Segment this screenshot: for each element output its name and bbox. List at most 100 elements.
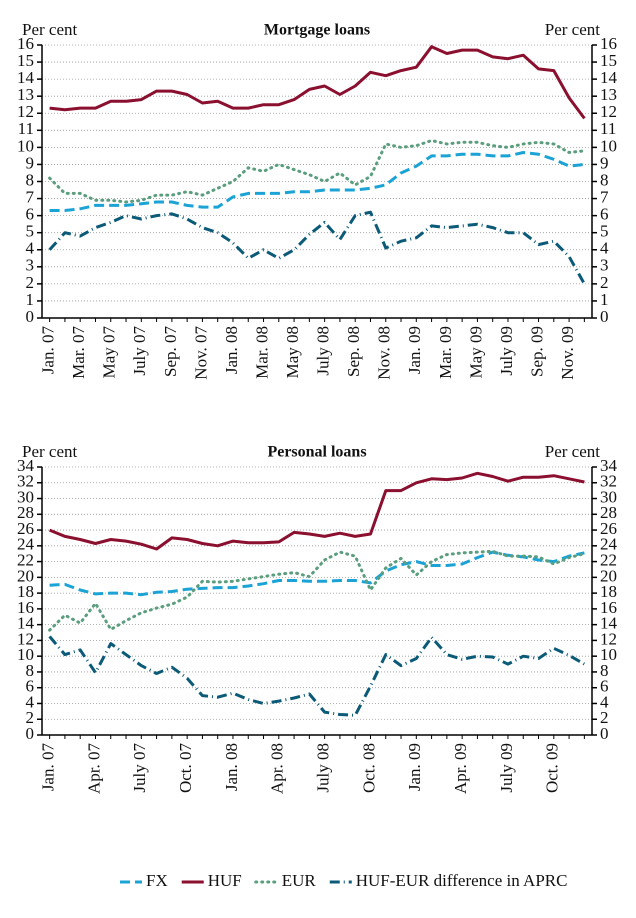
y-tick-label: 10 (17, 645, 34, 664)
y2-axis-label: Per cent (545, 442, 601, 461)
y2-axis-label: Per cent (545, 20, 601, 39)
x-tick-label: Oct. 07 (176, 743, 195, 794)
y2-tick-label: 12 (600, 629, 617, 648)
y2-tick-label: 13 (600, 85, 617, 104)
x-tick-label: July 08 (314, 326, 333, 376)
line-series (49, 550, 585, 597)
y-tick-label: 6 (26, 205, 35, 224)
x-tick-label: Nov. 08 (375, 326, 394, 380)
y-tick-label: 22 (17, 550, 34, 569)
x-tick-label: Sep. 07 (161, 326, 180, 378)
x-tick-label: May 07 (100, 326, 119, 379)
y2-tick-label: 1 (600, 290, 609, 309)
y-tick-label: 28 (17, 503, 34, 522)
y2-tick-label: 2 (600, 708, 609, 727)
y-tick-label: 14 (17, 614, 35, 633)
x-tick-label: Jan. 09 (405, 743, 424, 791)
x-tick-label: Jan. 09 (405, 326, 424, 374)
legend-label: HUF (208, 871, 242, 890)
y-tick-label: 30 (17, 487, 34, 506)
line-series (49, 45, 586, 120)
y-tick-label: 15 (17, 51, 34, 70)
y-axis-label: Per cent (22, 442, 78, 461)
y-tick-label: 14 (17, 68, 35, 87)
x-tick-label: Oct. 09 (543, 743, 562, 793)
y-tick-label: 1 (26, 290, 35, 309)
x-tick-label: Oct. 08 (359, 743, 378, 793)
y2-tick-label: 0 (600, 724, 609, 743)
y2-tick-label: 5 (600, 222, 609, 241)
y-tick-label: 24 (17, 535, 35, 554)
y-axis-label: Per cent (22, 20, 78, 39)
y2-tick-label: 18 (600, 582, 617, 601)
line-series (48, 139, 586, 204)
x-tick-label: Mar. 07 (69, 326, 88, 379)
x-tick-label: Jan. 07 (39, 743, 58, 792)
y-tick-label: 8 (26, 170, 35, 189)
y2-tick-label: 2 (600, 273, 609, 292)
y-tick-label: 34 (17, 456, 35, 475)
y2-tick-label: 11 (600, 119, 616, 138)
y2-tick-label: 8 (600, 661, 609, 680)
x-tick-label: Jan. 08 (222, 326, 241, 374)
y2-tick-label: 22 (600, 550, 617, 569)
y2-tick-label: 24 (600, 535, 618, 554)
x-tick-label: Jan. 07 (39, 326, 58, 375)
chart-title: Personal loans (267, 444, 366, 461)
y2-tick-label: 3 (600, 256, 609, 275)
y-tick-label: 16 (17, 598, 34, 617)
y2-tick-label: 12 (600, 102, 617, 121)
y2-tick-label: 20 (600, 566, 617, 585)
y-tick-label: 6 (26, 677, 35, 696)
y-tick-label: 18 (17, 582, 34, 601)
x-tick-label: Sep. 08 (344, 326, 363, 377)
x-tick-label: Apr. 09 (451, 743, 470, 794)
line-series (48, 635, 586, 717)
y-tick-label: 12 (17, 629, 34, 648)
y-tick-label: 11 (18, 119, 34, 138)
y2-tick-label: 6 (600, 205, 609, 224)
y2-tick-label: 34 (600, 456, 618, 475)
y-tick-label: 4 (26, 692, 35, 711)
y-tick-label: 8 (26, 661, 35, 680)
y-tick-label: 10 (17, 136, 34, 155)
legend-label: EUR (282, 871, 317, 890)
y2-tick-label: 32 (600, 472, 617, 491)
x-tick-label: Jan. 08 (222, 743, 241, 791)
x-tick-label: May 08 (283, 326, 302, 378)
y-tick-label: 5 (26, 222, 35, 241)
y2-tick-label: 16 (600, 598, 617, 617)
legend-label: HUF-EUR difference in APRC (356, 871, 568, 890)
y2-tick-label: 4 (600, 692, 609, 711)
line-series (49, 151, 585, 212)
x-tick-label: July 09 (497, 743, 516, 793)
y2-tick-label: 4 (600, 239, 609, 258)
y2-tick-label: 15 (600, 51, 617, 70)
x-tick-label: July 07 (130, 326, 149, 376)
line-series (49, 471, 585, 551)
y-tick-label: 20 (17, 566, 34, 585)
y2-tick-label: 28 (600, 503, 617, 522)
y-tick-label: 12 (17, 102, 34, 121)
y2-tick-label: 30 (600, 487, 617, 506)
x-tick-label: July 07 (130, 743, 149, 793)
chart-title: Mortgage loans (264, 22, 370, 39)
x-tick-label: Apr. 07 (84, 743, 103, 795)
y-tick-label: 32 (17, 472, 34, 491)
y-tick-label: 16 (17, 34, 34, 53)
y-tick-label: 3 (26, 256, 35, 275)
x-tick-label: July 09 (497, 326, 516, 376)
y-tick-label: 2 (26, 708, 35, 727)
y-tick-label: 13 (17, 85, 34, 104)
y2-tick-label: 26 (600, 519, 617, 538)
x-tick-label: Mar. 09 (436, 326, 455, 379)
x-tick-label: Mar. 08 (252, 326, 271, 379)
x-tick-label: July 08 (314, 743, 333, 793)
y-tick-label: 4 (26, 239, 35, 258)
legend-label: FX (146, 871, 168, 890)
x-tick-label: May 09 (466, 326, 485, 378)
y2-tick-label: 10 (600, 645, 617, 664)
y2-tick-label: 0 (600, 307, 609, 326)
x-tick-label: Nov. 07 (191, 326, 210, 380)
